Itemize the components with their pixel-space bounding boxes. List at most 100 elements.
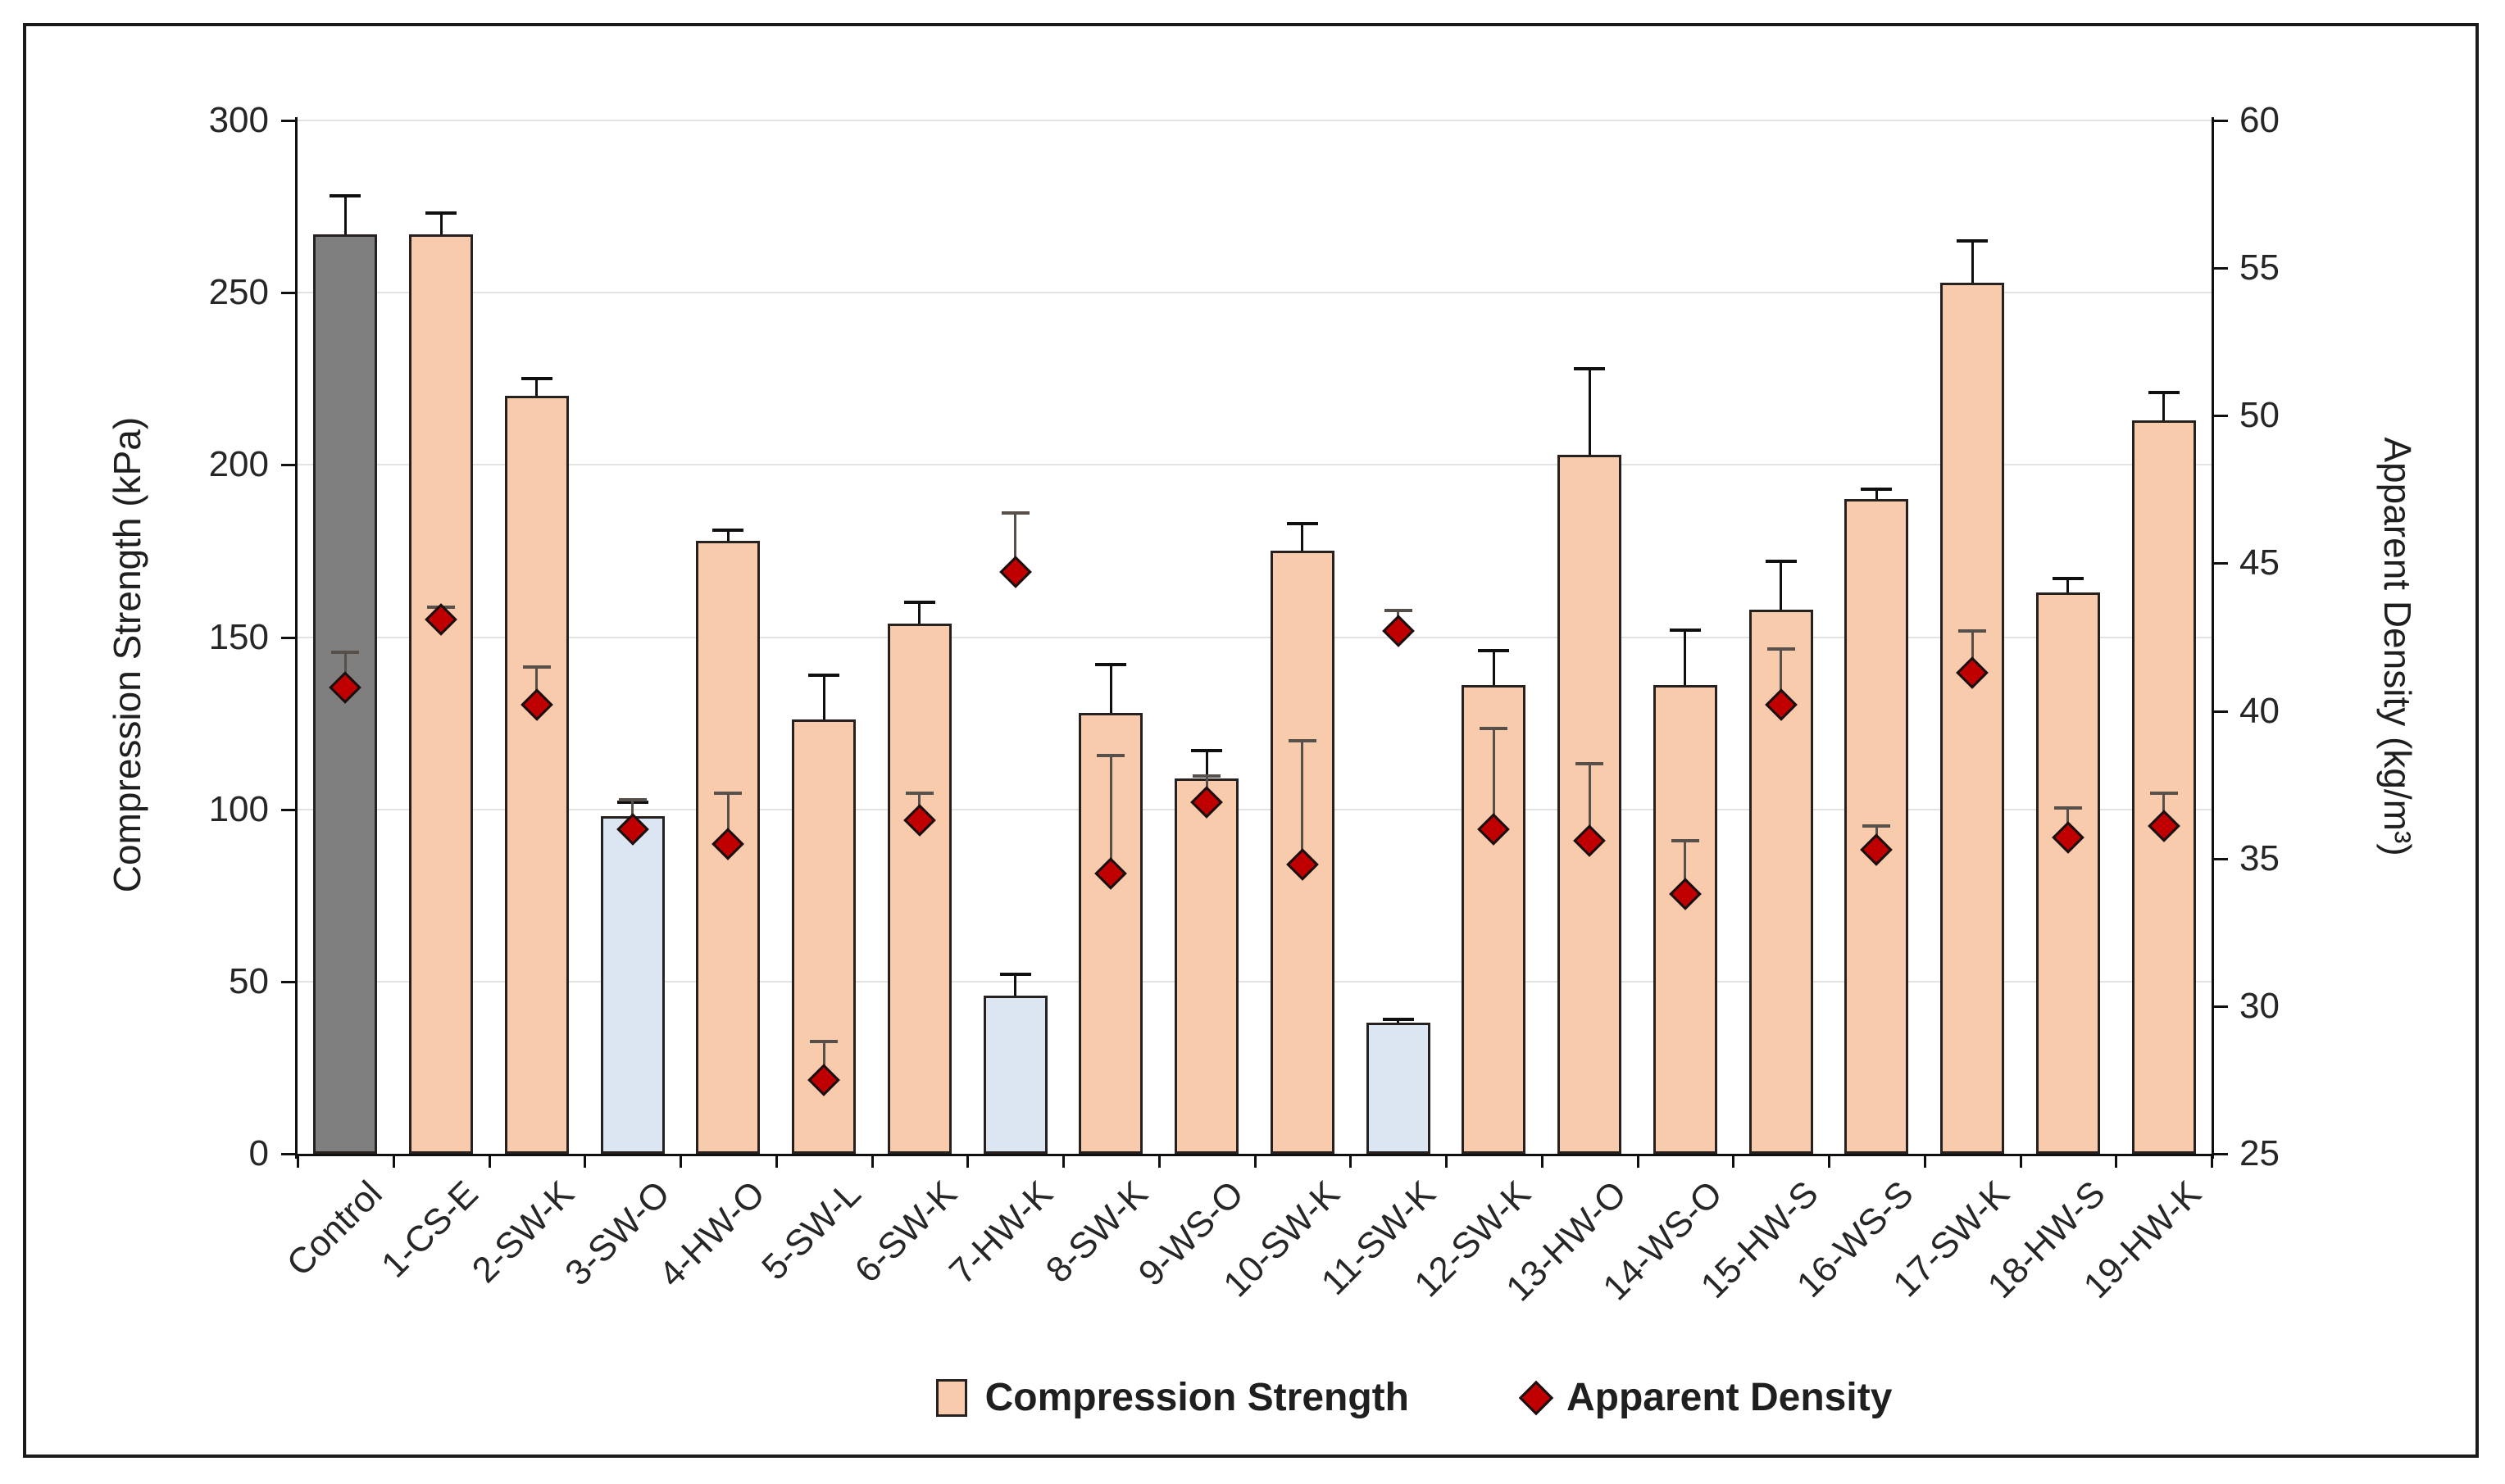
density-marker-11-SW-K xyxy=(1381,615,1415,648)
bar-error-line-11-SW-K xyxy=(1397,1019,1400,1023)
bar-6-SW-K xyxy=(887,623,952,1154)
x-axis-tick xyxy=(680,1156,682,1168)
density-error-cap-19-HW-K xyxy=(2149,792,2178,796)
density-error-cap-5-SW-L xyxy=(810,1040,839,1044)
left-axis-tick-label: 300 xyxy=(208,100,269,140)
density-error-cap-6-SW-K xyxy=(905,792,934,796)
density-error-cap-Control xyxy=(331,650,360,654)
bar-error-cap-18-HW-S xyxy=(2052,577,2084,581)
density-error-line-5-SW-L xyxy=(822,1042,825,1080)
bar-error-line-8-SW-K xyxy=(1109,665,1112,713)
right-axis-title: Apparent Density (kg/m³) xyxy=(2376,437,2419,856)
legend-item-compression: Compression Strength xyxy=(935,1375,1409,1420)
density-error-cap-17-SW-K xyxy=(1958,629,1987,633)
x-axis-tick xyxy=(584,1156,587,1168)
right-axis-tick-label: 35 xyxy=(2239,837,2280,878)
bar-17-SW-K xyxy=(1940,282,2005,1154)
bar-18-HW-S xyxy=(2035,592,2100,1154)
bar-error-line-4-HW-O xyxy=(726,530,730,541)
bar-error-cap-2-SW-K xyxy=(521,377,552,381)
density-error-cap-3-SW-O xyxy=(618,797,647,801)
x-axis-tick xyxy=(392,1156,395,1168)
right-axis-tick xyxy=(2214,1005,2228,1008)
bar-error-line-13-HW-O xyxy=(1588,368,1591,455)
density-error-cap-9-WS-O xyxy=(1193,774,1221,778)
bar-error-line-7-HW-K xyxy=(1014,974,1017,996)
bar-14-WS-O xyxy=(1653,685,1717,1154)
bar-error-cap-5-SW-L xyxy=(808,673,840,677)
left-axis-tick-label: 150 xyxy=(208,616,269,657)
x-axis-tick xyxy=(1445,1156,1448,1168)
legend-label-density: Apparent Density xyxy=(1566,1376,1893,1419)
x-axis-tick xyxy=(1253,1156,1257,1168)
right-axis-tick-label: 25 xyxy=(2239,1133,2280,1173)
x-axis-tick xyxy=(1828,1156,1830,1168)
x-axis-tick xyxy=(1062,1156,1065,1168)
bar-error-line-12-SW-K xyxy=(1492,651,1495,686)
bar-error-cap-1-CS-E xyxy=(425,211,457,216)
density-error-line-7-HW-K xyxy=(1014,513,1017,573)
density-error-line-13-HW-O xyxy=(1588,764,1591,842)
density-error-cap-18-HW-S xyxy=(2053,806,2082,810)
bar-error-cap-16-WS-S xyxy=(1861,487,1893,491)
x-axis-tick xyxy=(2115,1156,2118,1168)
density-error-line-4-HW-O xyxy=(726,793,730,844)
density-error-cap-15-HW-S xyxy=(1766,647,1795,651)
x-axis-tick xyxy=(1636,1156,1639,1168)
x-axis-tick xyxy=(2211,1156,2213,1168)
bar-1-CS-E xyxy=(409,234,474,1154)
right-axis-tick xyxy=(2214,562,2228,565)
left-axis-tick xyxy=(281,636,295,639)
density-error-cap-13-HW-O xyxy=(1575,762,1604,766)
bar-error-line-16-WS-S xyxy=(1875,488,1878,500)
density-marker-7-HW-K xyxy=(998,556,1032,589)
x-axis-tick xyxy=(775,1156,778,1168)
left-axis-tick xyxy=(281,980,295,983)
left-axis-title: Compression Strength (kPa) xyxy=(106,416,148,893)
legend-label-compression: Compression Strength xyxy=(984,1376,1409,1419)
left-axis-tick-label: 200 xyxy=(208,444,269,485)
left-axis-tick xyxy=(281,1153,295,1155)
x-axis-tick xyxy=(2019,1156,2022,1168)
y-axis-line-left xyxy=(295,117,298,1159)
bar-error-cap-12-SW-K xyxy=(1478,649,1510,653)
bar-15-HW-S xyxy=(1748,609,1813,1154)
diamond-icon xyxy=(1518,1380,1554,1415)
left-axis-tick xyxy=(281,808,295,811)
left-axis-tick-label: 250 xyxy=(208,272,269,313)
density-error-line-19-HW-K xyxy=(2162,793,2166,827)
density-error-line-14-WS-O xyxy=(1684,841,1687,894)
x-axis-tick xyxy=(1157,1156,1161,1168)
gridline xyxy=(298,808,2212,810)
left-axis-tick-label: 50 xyxy=(229,960,269,1001)
bar-error-cap-9-WS-O xyxy=(1191,749,1223,753)
right-axis-tick-label: 60 xyxy=(2239,100,2280,140)
bar-error-cap-11-SW-K xyxy=(1382,1018,1414,1022)
bar-error-cap-10-SW-K xyxy=(1286,521,1318,525)
x-axis-tick xyxy=(488,1156,491,1168)
bar-19-HW-K xyxy=(2131,420,2196,1154)
bar-swatch-icon xyxy=(935,1378,967,1417)
density-error-cap-10-SW-K xyxy=(1288,738,1316,742)
x-axis-line xyxy=(295,1154,2214,1156)
density-error-line-2-SW-K xyxy=(535,666,539,706)
density-error-line-17-SW-K xyxy=(1971,631,1974,673)
density-error-line-12-SW-K xyxy=(1492,728,1495,829)
density-error-line-15-HW-S xyxy=(1780,648,1783,706)
gridline xyxy=(298,636,2212,638)
density-error-cap-12-SW-K xyxy=(1480,727,1508,731)
bar-error-cap-8-SW-K xyxy=(1095,663,1127,667)
left-axis-tick xyxy=(281,464,295,467)
x-axis-tick xyxy=(871,1156,874,1168)
legend: Compression Strength Apparent Density xyxy=(820,1375,2008,1420)
bar-error-line-14-WS-O xyxy=(1684,630,1687,686)
x-axis-tick xyxy=(1540,1156,1543,1168)
bar-error-cap-7-HW-K xyxy=(999,973,1031,977)
bar-error-cap-19-HW-K xyxy=(2148,391,2180,395)
bar-error-cap-15-HW-S xyxy=(1765,560,1797,564)
left-axis-tick-label: 0 xyxy=(248,1133,269,1173)
right-axis-tick xyxy=(2214,415,2228,418)
x-axis-tick xyxy=(1732,1156,1735,1168)
